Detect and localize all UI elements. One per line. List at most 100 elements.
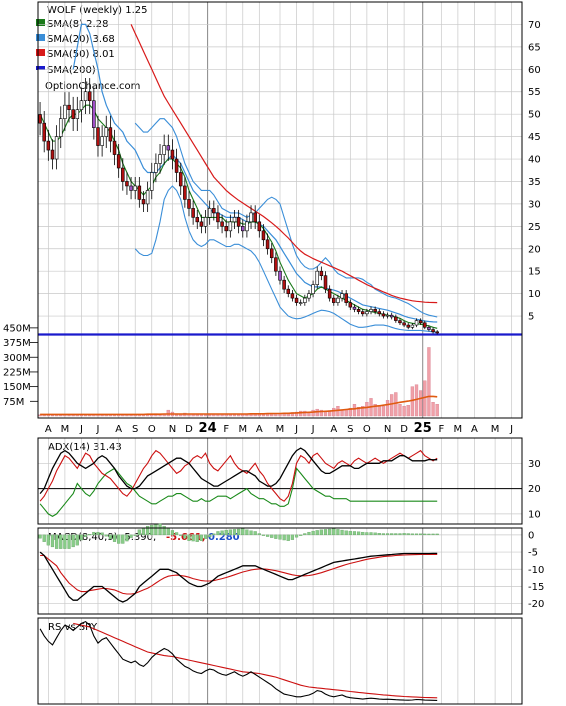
x-axis-label: J: [96, 424, 100, 435]
volume-bar: [402, 406, 406, 417]
price-tick-label: 15: [528, 267, 541, 278]
candle-body: [54, 136, 59, 160]
macd-histogram-bar: [129, 534, 133, 538]
volume-bar: [50, 415, 55, 417]
candle-body: [298, 302, 303, 304]
volume-average-line: [40, 395, 438, 416]
x-axis-label: M: [238, 424, 247, 435]
macd-histogram-bar: [423, 533, 427, 536]
candle-body: [406, 324, 410, 328]
candle-body: [178, 172, 183, 187]
macd-histogram-bar: [394, 533, 398, 536]
volume-bar: [352, 404, 357, 417]
volume-bar: [303, 410, 307, 417]
macd-histogram-bar: [323, 529, 328, 536]
rs-ma-line: [73, 622, 438, 699]
candle-body: [145, 190, 150, 205]
candle-body: [183, 185, 187, 200]
candle-body: [203, 217, 208, 227]
macd-histogram-bar: [328, 528, 332, 536]
macd-tick-label: -5: [528, 548, 538, 559]
adx-line: [39, 447, 438, 495]
macd-histogram-bar: [381, 533, 386, 536]
candle-body: [63, 104, 67, 119]
legend-sma200: SMA(200): [36, 65, 96, 76]
macd-histogram-bar: [83, 534, 88, 537]
candle-body: [249, 212, 253, 223]
macd-panel-frame: [37, 527, 523, 615]
macd-histogram-bar: [137, 529, 141, 536]
macd-histogram-bar: [315, 530, 319, 536]
minus-di-line: [39, 467, 438, 518]
candle-body: [158, 154, 162, 164]
candle-body: [220, 221, 224, 227]
x-axis-label: S: [347, 424, 353, 435]
candle-body: [278, 270, 282, 281]
candle-body: [389, 314, 394, 318]
macd-histogram-bar: [121, 534, 125, 544]
macd-histogram-bar: [199, 534, 203, 541]
macd-histogram-bar: [92, 531, 96, 536]
macd-histogram-bar: [377, 533, 381, 536]
candle-body: [381, 313, 386, 317]
x-axis-label: F: [223, 424, 229, 435]
price-tick-label: 40: [528, 155, 541, 166]
candle-body: [369, 309, 373, 312]
macd-histogram-bar: [108, 534, 112, 540]
candle-body: [187, 199, 191, 209]
volume-bar: [294, 411, 299, 417]
candle-body: [241, 226, 245, 232]
candle-body: [92, 100, 96, 128]
volume-bar: [394, 392, 398, 417]
x-axis-label: M: [491, 424, 500, 435]
price-tick-label: 30: [528, 199, 541, 210]
volume-tick-label: 75M: [3, 397, 24, 408]
candle-body: [336, 297, 340, 303]
candle-body: [129, 185, 133, 191]
candle-body: [427, 326, 431, 330]
x-axis-label: J: [311, 424, 315, 435]
legend-sma20: SMA(20) 3.68: [36, 34, 115, 45]
price-tick-label: 60: [528, 65, 541, 76]
candle-body: [42, 122, 46, 142]
price-tick-label: 20: [528, 244, 541, 255]
candle-body: [414, 320, 419, 326]
volume-bar: [340, 409, 344, 417]
macd-histogram-bar: [365, 532, 369, 536]
candle-body: [394, 316, 398, 321]
macd-histogram-bar: [212, 533, 216, 536]
volume-tick-label: 150M: [3, 382, 31, 393]
adx-panel-frame: [37, 437, 523, 525]
candle-body: [303, 297, 307, 303]
volume-bar: [419, 390, 423, 417]
x-axis-label: D: [400, 424, 408, 435]
candle-body: [340, 293, 344, 299]
candle-body: [212, 208, 216, 214]
price-chart-title: WOLF (weekly) 1.25: [47, 5, 147, 16]
macd-histogram-bar: [406, 533, 410, 536]
candle-body: [46, 140, 51, 151]
macd-histogram-bar: [117, 534, 121, 544]
price-tick-label: 65: [528, 42, 541, 53]
candle-body: [224, 226, 228, 232]
candle-body: [365, 311, 369, 315]
volume-bar: [398, 404, 402, 417]
macd-histogram-bar: [307, 531, 311, 536]
macd-histogram-bar: [257, 533, 261, 536]
macd-histogram-bar: [361, 531, 365, 536]
volume-tick-label: 450M: [3, 323, 31, 334]
macd-histogram-bar: [241, 528, 245, 536]
candle-body: [377, 311, 382, 315]
macd-histogram-bar: [96, 531, 100, 536]
candle-body: [398, 320, 402, 324]
candle-body: [360, 311, 365, 315]
candle-body: [170, 149, 175, 160]
volume-bar: [299, 410, 303, 417]
candle-body: [294, 297, 299, 303]
legend-sma50-swatch: [36, 49, 45, 56]
macd-histogram-bar: [249, 530, 253, 536]
x-axis-label: A: [471, 424, 478, 435]
macd-histogram-bar: [369, 532, 373, 536]
x-axis-label: M: [276, 424, 285, 435]
